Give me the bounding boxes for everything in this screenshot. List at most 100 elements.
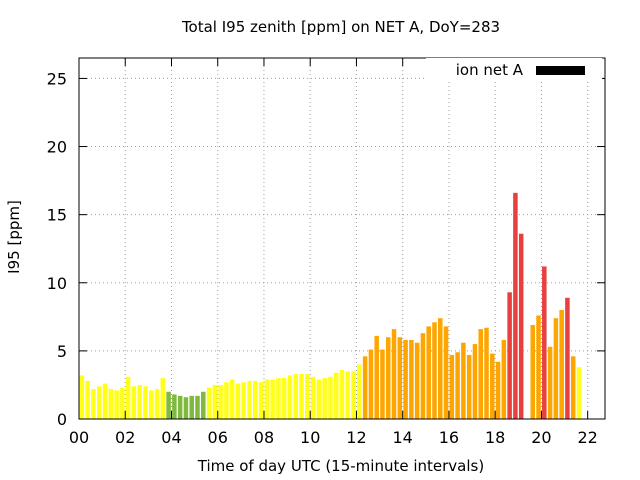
tick-layer	[78, 58, 605, 420]
bar	[530, 325, 535, 419]
bar	[414, 342, 420, 419]
bar	[461, 342, 466, 419]
bar	[316, 379, 322, 419]
bar	[91, 389, 96, 419]
bar	[455, 352, 460, 419]
bar	[432, 322, 437, 419]
grid-layer	[79, 58, 605, 419]
bar-layer	[79, 192, 582, 419]
bar	[536, 315, 541, 419]
bar	[287, 375, 293, 419]
bar	[547, 346, 553, 419]
bar	[154, 389, 160, 419]
bar	[513, 192, 518, 419]
bar	[149, 390, 154, 419]
bar	[166, 391, 171, 419]
bar	[195, 395, 200, 419]
bar	[310, 376, 316, 419]
y-tick-label: 20	[47, 138, 67, 157]
x-tick-label: 08	[254, 428, 274, 447]
bar	[559, 310, 564, 419]
bar	[293, 374, 299, 419]
bar	[189, 395, 194, 419]
bar	[484, 327, 489, 419]
bar	[247, 380, 252, 419]
bar	[218, 384, 223, 419]
bar	[270, 379, 275, 419]
y-tick-label: 5	[57, 342, 67, 361]
x-tick-label: 18	[485, 428, 505, 447]
bar	[391, 329, 397, 419]
bar	[472, 344, 478, 419]
bar	[212, 384, 218, 419]
bar	[85, 380, 90, 419]
bar	[490, 353, 495, 419]
y-tick-label: 0	[57, 410, 67, 429]
x-tick-label: 14	[393, 428, 413, 447]
bar	[426, 326, 431, 419]
bar	[120, 387, 125, 419]
bar	[368, 349, 374, 419]
y-tick-label: 10	[47, 274, 67, 293]
x-tick-label: 00	[69, 428, 89, 447]
bar	[449, 354, 455, 419]
bar	[438, 318, 443, 419]
bar	[380, 349, 385, 419]
bar	[351, 371, 356, 419]
bar	[565, 297, 570, 419]
x-tick-label: 06	[208, 428, 228, 447]
bar	[478, 329, 483, 419]
bar	[443, 326, 449, 419]
bar	[235, 383, 241, 419]
bar	[253, 380, 258, 419]
bar	[264, 379, 270, 419]
bar	[177, 395, 183, 419]
legend-swatch	[536, 66, 585, 75]
bar	[374, 335, 379, 419]
bar	[102, 383, 108, 419]
bar	[114, 390, 119, 419]
bar	[125, 376, 131, 419]
bar	[224, 382, 229, 419]
bar	[160, 378, 166, 419]
bar	[553, 318, 559, 419]
bar	[333, 372, 339, 419]
bar	[137, 384, 142, 419]
bar	[518, 233, 524, 419]
bar	[96, 386, 102, 419]
bar	[576, 367, 582, 419]
bar	[281, 378, 287, 419]
bar	[299, 374, 304, 419]
chart-title: Total I95 zenith [ppm] on NET A, DoY=283	[181, 18, 500, 36]
bar	[131, 386, 137, 419]
bar	[345, 371, 351, 419]
x-tick-label: 02	[115, 428, 135, 447]
x-tick-label: 10	[300, 428, 320, 447]
bar	[385, 337, 391, 419]
bar	[466, 354, 472, 419]
bar	[108, 389, 114, 419]
x-tick-label: 16	[439, 428, 459, 447]
bar	[397, 337, 403, 419]
legend-label: ion net A	[456, 61, 524, 79]
bar	[201, 391, 206, 419]
bar	[403, 339, 408, 419]
bar	[183, 397, 189, 419]
x-axis-label: Time of day UTC (15-minute intervals)	[197, 457, 484, 475]
bar	[362, 356, 368, 419]
bar	[258, 382, 264, 419]
y-tick-label: 15	[47, 206, 67, 225]
tick-label-layer: 0 5 10 15 20 25 00 02 04 06 08 10 12 14 16 18 20 22	[47, 69, 598, 447]
bar	[570, 356, 576, 419]
bar	[507, 292, 512, 419]
y-axis-label: I95 [ppm]	[5, 200, 23, 274]
bar	[206, 387, 212, 419]
bar	[276, 378, 281, 419]
bar	[542, 266, 547, 419]
x-tick-label: 22	[577, 428, 597, 447]
bar	[495, 361, 501, 419]
y-tick-label: 25	[47, 69, 67, 88]
bar	[322, 378, 327, 419]
